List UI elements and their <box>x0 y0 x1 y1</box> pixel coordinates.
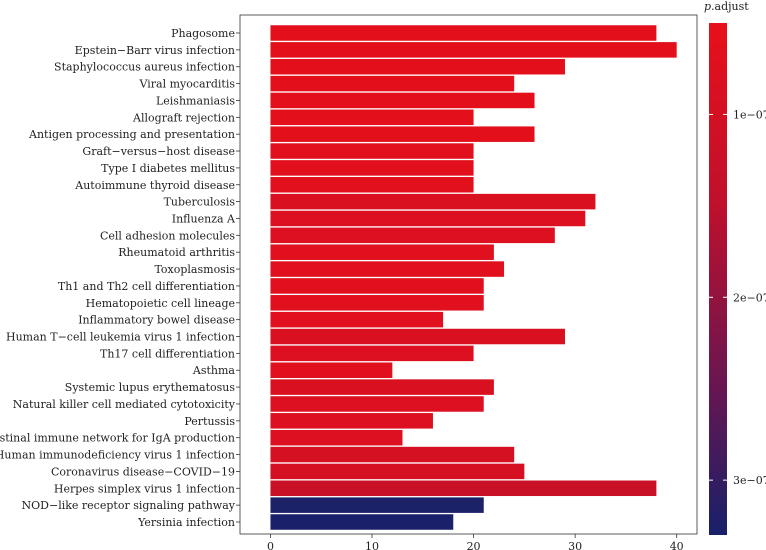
bar-29 <box>270 514 454 530</box>
bar-27 <box>270 480 657 497</box>
category-label-24: Intestinal immune network for IgA produc… <box>0 432 235 445</box>
bar-18 <box>270 328 565 345</box>
category-label-26: Coronavirus disease−COVID−19 <box>51 465 235 478</box>
category-labels: Phagosome Epstein−Barr virus infection Sta… <box>0 27 240 529</box>
legend-tick-label-2: 3e−07 <box>733 474 766 487</box>
bar-26 <box>270 463 525 480</box>
bar-4 <box>270 92 535 109</box>
category-label-6: Antigen processing and presentation <box>28 128 235 141</box>
x-axis: 0 10 20 30 40 <box>267 534 684 550</box>
category-label-8: Type I diabetes mellitus <box>101 162 235 175</box>
category-label-3: Viral myocarditis <box>139 78 236 91</box>
category-label-14: Toxoplasmosis <box>154 263 235 276</box>
bar-23 <box>270 413 433 429</box>
category-label-2: Staphylococcus aureus infection <box>54 61 235 74</box>
bar-7 <box>270 143 474 159</box>
bar-22 <box>270 396 484 412</box>
bar-25 <box>270 446 515 463</box>
bar-21 <box>270 379 494 395</box>
x-tick-label-1: 10 <box>365 540 379 550</box>
category-label-16: Hematopoietic cell lineage <box>86 297 235 310</box>
category-label-21: Systemic lupus erythematosus <box>65 381 236 394</box>
bar-10 <box>270 193 596 210</box>
bar-6 <box>270 126 535 142</box>
bar-3 <box>270 75 515 92</box>
bar-28 <box>270 497 484 513</box>
category-label-9: Autoimmune thyroid disease <box>74 179 235 192</box>
legend-tick-label-1: 2e−07 <box>733 291 766 304</box>
category-label-29: Yersinia infection <box>137 516 235 529</box>
bars-group <box>270 25 677 530</box>
bar-13 <box>270 244 494 260</box>
category-label-10: Tuberculosis <box>164 196 236 209</box>
legend-title-rest: .adjust <box>711 0 749 13</box>
bar-5 <box>270 109 474 126</box>
category-label-12: Cell adhesion molecules <box>100 229 235 242</box>
category-label-13: Rheumatoid arthritis <box>118 246 235 259</box>
category-label-5: Allograft rejection <box>132 111 235 124</box>
x-tick-label-2: 20 <box>467 540 481 550</box>
bar-1 <box>270 42 677 58</box>
legend-tick-label-0: 1e−07 <box>733 108 766 121</box>
category-label-15: Th1 and Th2 cell differentiation <box>58 280 235 293</box>
color-legend: p.adjust 1e−07 2e−07 3e−07 <box>704 0 766 535</box>
category-label-1: Epstein−Barr virus infection <box>75 44 235 57</box>
bar-2 <box>270 58 565 75</box>
bar-11 <box>270 210 586 227</box>
category-label-4: Leishmaniasis <box>156 94 235 107</box>
category-label-11: Influenza A <box>172 212 236 225</box>
category-label-23: Pertussis <box>184 415 235 428</box>
bar-17 <box>270 311 444 328</box>
legend-title: p.adjust <box>704 0 749 13</box>
category-label-28: NOD−like receptor signaling pathway <box>22 499 236 512</box>
x-tick-label-4: 40 <box>670 540 684 550</box>
category-label-20: Asthma <box>192 364 236 377</box>
legend-ticks: 1e−07 2e−07 3e−07 <box>709 108 766 487</box>
category-label-22: Natural killer cell mediated cytotoxicit… <box>13 398 236 411</box>
bar-20 <box>270 362 393 378</box>
bar-9 <box>270 177 474 193</box>
category-label-7: Graft−versus−host disease <box>82 145 235 158</box>
bar-16 <box>270 295 484 311</box>
bar-8 <box>270 160 474 176</box>
category-label-0: Phagosome <box>171 27 235 40</box>
bar-15 <box>270 278 484 294</box>
legend-title-italic: p <box>704 0 711 13</box>
x-tick-label-3: 30 <box>568 540 582 550</box>
bar-0 <box>270 25 657 41</box>
legend-colorbar <box>709 23 727 535</box>
category-label-25: Human immunodeficiency virus 1 infection <box>0 449 235 462</box>
x-tick-label-0: 0 <box>267 540 274 550</box>
bar-14 <box>270 261 505 277</box>
category-label-27: Herpes simplex virus 1 infection <box>54 482 235 495</box>
category-label-17: Inflammatory bowel disease <box>78 314 235 327</box>
bar-12 <box>270 227 555 244</box>
category-label-19: Th17 cell differentiation <box>100 347 235 360</box>
category-label-18: Human T−cell leukemia virus 1 infection <box>6 331 235 344</box>
bar-24 <box>270 429 403 446</box>
bar-19 <box>270 345 474 362</box>
